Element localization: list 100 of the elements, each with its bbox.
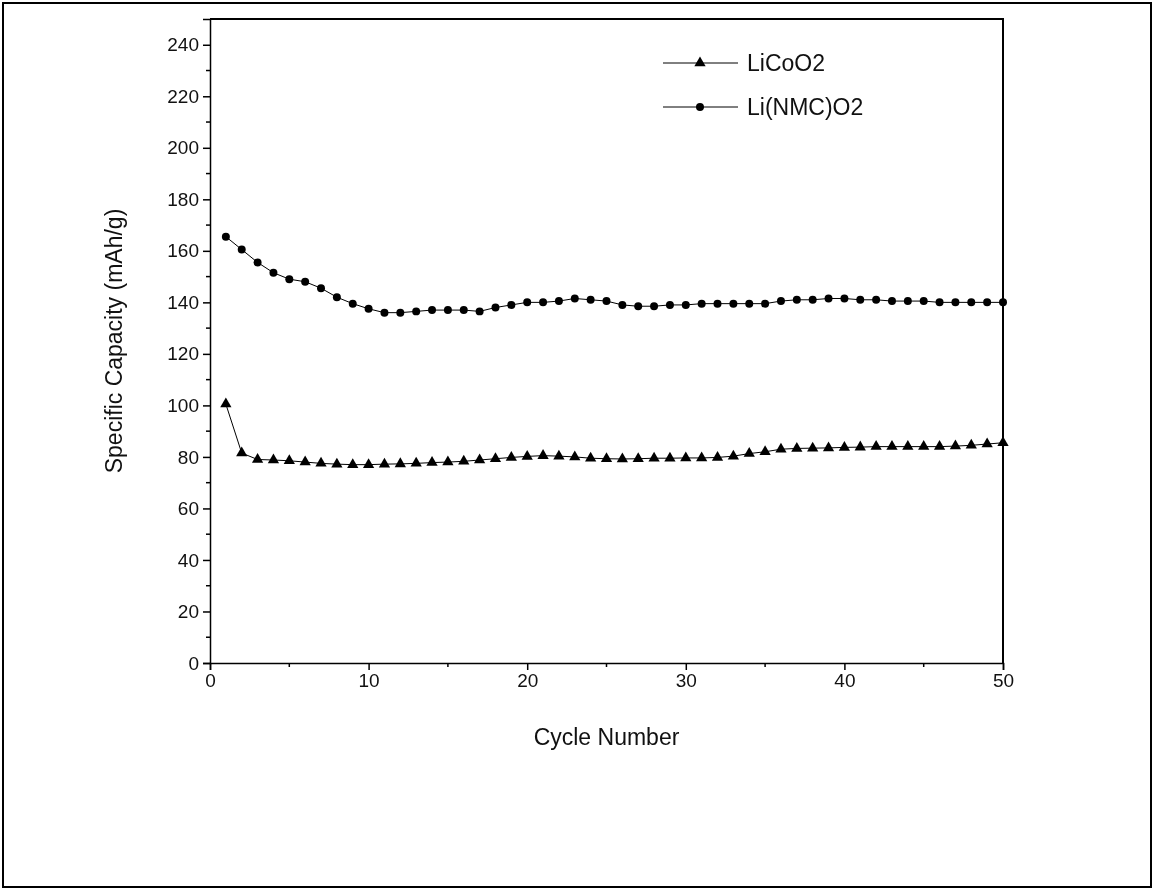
- x-tick-label: 10: [358, 670, 380, 692]
- point: [886, 440, 898, 450]
- point: [918, 440, 930, 450]
- point: [362, 458, 375, 468]
- point: [426, 456, 438, 466]
- point: [727, 449, 740, 460]
- point: [999, 298, 1007, 307]
- point: [236, 446, 248, 457]
- point: [965, 438, 977, 449]
- point: [711, 450, 724, 461]
- point: [887, 297, 896, 306]
- point: [697, 299, 706, 308]
- point: [822, 441, 835, 452]
- point: [933, 440, 946, 450]
- point: [237, 245, 246, 254]
- point: [348, 299, 357, 308]
- point: [681, 300, 690, 309]
- point: [317, 284, 326, 293]
- point: [301, 277, 310, 286]
- point: [902, 440, 914, 450]
- point: [983, 298, 992, 307]
- point: [570, 294, 579, 303]
- point: [410, 456, 422, 467]
- point: [919, 297, 928, 306]
- point: [840, 294, 849, 303]
- point: [838, 440, 851, 451]
- point: [347, 458, 359, 468]
- point: [380, 308, 389, 317]
- point: [220, 397, 232, 408]
- y-tick-label: 220: [167, 85, 199, 107]
- y-tick-label: 40: [177, 549, 199, 571]
- point: [554, 297, 563, 306]
- x-tick-label: 40: [834, 670, 856, 692]
- point: [458, 454, 470, 465]
- point: [935, 298, 944, 307]
- point: [967, 298, 976, 307]
- point: [364, 304, 373, 313]
- point: [680, 451, 692, 462]
- legend-label: Li(NMC)O2: [747, 94, 864, 120]
- point: [650, 302, 659, 311]
- point: [523, 298, 532, 307]
- point: [696, 451, 708, 462]
- point: [616, 452, 628, 463]
- y-tick-label: 140: [167, 291, 199, 313]
- point: [253, 258, 262, 267]
- point: [856, 295, 865, 304]
- point: [792, 295, 801, 304]
- point: [600, 452, 613, 462]
- point: [586, 295, 595, 304]
- point: [428, 306, 437, 315]
- point: [569, 450, 581, 461]
- point: [491, 303, 500, 312]
- y-tick-label: 160: [167, 240, 199, 262]
- point: [537, 449, 549, 459]
- point: [648, 451, 660, 462]
- point: [489, 452, 502, 462]
- y-tick-label: 60: [177, 498, 199, 520]
- point: [824, 294, 833, 303]
- point: [331, 457, 343, 468]
- point: [521, 449, 533, 460]
- point: [585, 451, 597, 462]
- point: [872, 295, 881, 304]
- point: [775, 442, 787, 453]
- point: [285, 275, 294, 284]
- point: [299, 455, 311, 466]
- point: [729, 299, 738, 308]
- point: [618, 300, 627, 309]
- point: [870, 440, 882, 450]
- point: [776, 297, 785, 306]
- y-axis-title: Specific Capacity (mAh/g): [101, 208, 127, 474]
- y-tick-label: 0: [188, 652, 199, 674]
- point: [412, 307, 421, 316]
- point: [473, 453, 486, 464]
- point: [808, 295, 817, 304]
- x-tick-label: 0: [205, 670, 216, 692]
- point: [378, 457, 391, 468]
- y-tick-label: 120: [167, 343, 199, 365]
- point: [267, 453, 280, 464]
- point: [745, 299, 754, 308]
- point: [632, 452, 644, 462]
- legend-label: LiCoO2: [747, 50, 825, 76]
- point: [807, 441, 819, 452]
- point: [332, 293, 341, 302]
- x-tick-label: 30: [675, 670, 697, 692]
- point: [664, 451, 676, 462]
- y-tick-label: 200: [167, 137, 199, 159]
- point: [665, 300, 674, 309]
- point: [394, 457, 406, 468]
- point: [759, 445, 771, 456]
- point: [634, 302, 643, 311]
- point: [269, 268, 278, 277]
- point: [761, 299, 770, 308]
- point: [743, 447, 755, 457]
- point: [951, 298, 960, 307]
- point: [949, 439, 962, 450]
- point: [505, 450, 517, 461]
- point: [475, 307, 484, 316]
- point: [903, 297, 912, 306]
- point: [251, 452, 264, 463]
- point: [713, 299, 722, 308]
